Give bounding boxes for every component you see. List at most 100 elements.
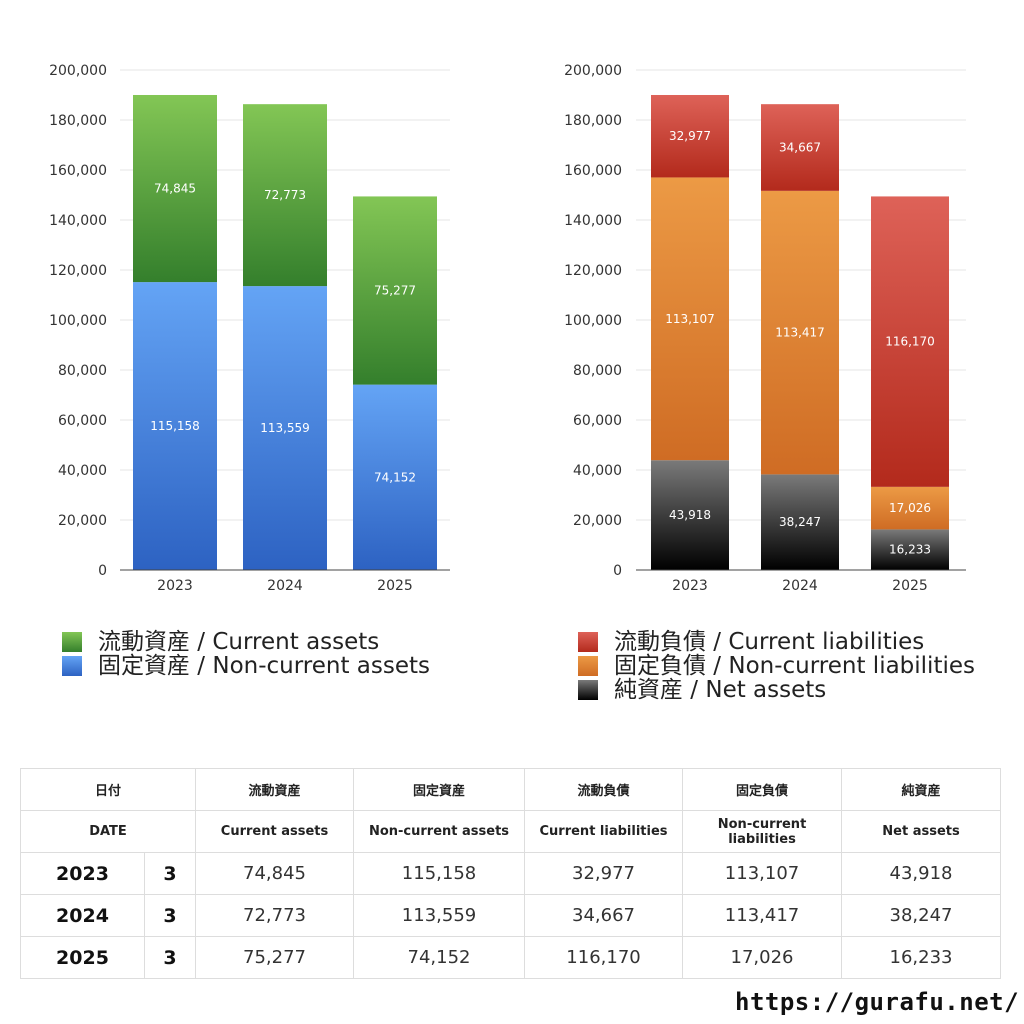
liabilities-chart: 0 20,000 40,000 60,000 80,000 100,000 120,000 1… [564, 63, 966, 594]
cell-net-assets: 38,247 [841, 894, 1002, 937]
legend-label: 固定資産 / Non-current assets [98, 653, 431, 679]
cell-current-liabilities: 116,170 [524, 936, 684, 979]
row-month: 3 [143, 894, 197, 937]
cell-net-assets: 43,918 [841, 852, 1002, 895]
legend-swatch-green [62, 632, 82, 652]
bar-segment [761, 190, 839, 475]
y-tick-label: 40,000 [573, 463, 622, 479]
header-non-current-assets-jp: 固定資産 [353, 768, 526, 811]
bar-data-label: 34,667 [779, 141, 821, 155]
bar-segment [761, 474, 839, 570]
bar-data-label: 113,559 [260, 421, 310, 435]
cell-non-current-liabilities: 113,417 [682, 894, 843, 937]
table-row: 2024 3 72,773 113,559 34,667 113,417 38,… [20, 894, 1002, 937]
bar-data-label: 38,247 [779, 515, 821, 529]
bar-data-label: 74,152 [374, 470, 416, 484]
header-non-current-liabilities-jp: 固定負債 [682, 768, 843, 811]
bar-data-label: 16,233 [889, 543, 931, 557]
y-tick-label: 60,000 [58, 413, 107, 429]
cell-current-assets: 72,773 [195, 894, 355, 937]
bar-data-label: 115,158 [150, 419, 200, 433]
y-tick-label: 200,000 [49, 63, 107, 79]
bar-segment [133, 94, 217, 283]
bar-data-label: 75,277 [374, 284, 416, 298]
assets-legend: 流動資産 / Current assets 固定資産 / Non-current… [62, 630, 430, 678]
bar-segment [651, 460, 729, 570]
legend-label: 固定負債 / Non-current liabilities [614, 653, 975, 679]
y-tick-label: 80,000 [58, 363, 107, 379]
header-current-assets-en: Current assets [195, 810, 355, 853]
row-year: 2024 [20, 894, 145, 937]
bar-segment [243, 104, 327, 287]
cell-non-current-liabilities: 113,107 [682, 852, 843, 895]
bar-segment [871, 196, 949, 487]
y-tick-label: 180,000 [564, 113, 622, 129]
bar-segment [133, 282, 217, 570]
y-tick-label: 100,000 [564, 313, 622, 329]
bar-data-label: 113,417 [775, 326, 825, 340]
header-non-current-liabilities-en: Non-current liabilities [682, 810, 843, 853]
bar-segment [353, 384, 437, 570]
x-tick-label: 2023 [672, 578, 708, 594]
legend-swatch-black [578, 680, 598, 700]
legend-swatch-red [578, 632, 598, 652]
cell-non-current-liabilities: 17,026 [682, 936, 843, 979]
table-row: 2023 3 74,845 115,158 32,977 113,107 43,… [20, 852, 1002, 895]
table-header-jp: 日付 流動資産 固定資産 流動負債 固定負債 純資産 [19, 768, 1002, 811]
liabilities-legend: 流動負債 / Current liabilities 固定負債 / Non-cu… [578, 630, 975, 702]
bar-segment [353, 196, 437, 385]
header-net-assets-en: Net assets [841, 810, 1002, 853]
table-row: 2025 3 75,277 74,152 116,170 17,026 16,2… [20, 936, 1002, 979]
y-tick-label: 140,000 [49, 213, 107, 229]
y-tick-label: 140,000 [564, 213, 622, 229]
y-tick-label: 0 [613, 563, 622, 579]
legend-item-current-liabilities: 流動負債 / Current liabilities [578, 630, 975, 654]
bar-segment [651, 177, 729, 461]
table-header-en: DATE Current assets Non-current assets C… [19, 810, 1002, 853]
row-month: 3 [143, 852, 197, 895]
y-tick-label: 120,000 [564, 263, 622, 279]
legend-swatch-blue [62, 656, 82, 676]
y-tick-label: 40,000 [58, 463, 107, 479]
cell-current-liabilities: 34,667 [524, 894, 684, 937]
row-month: 3 [143, 936, 197, 979]
header-current-liabilities-en: Current liabilities [524, 810, 684, 853]
legend-item-non-current-liabilities: 固定負債 / Non-current liabilities [578, 654, 975, 678]
x-tick-label: 2024 [782, 578, 818, 594]
header-date-jp: 日付 [19, 768, 197, 811]
header-net-assets-jp: 純資産 [841, 768, 1002, 811]
x-tick-label: 2023 [157, 578, 193, 594]
bar-segment [761, 104, 839, 191]
balance-sheet-charts: 0 20,000 40,000 60,000 80,000 100,000 120,000 1… [49, 63, 966, 594]
assets-chart: 0 20,000 40,000 60,000 80,000 100,000 120,000 1… [49, 63, 450, 594]
bar-segment [651, 94, 729, 178]
header-date-en: DATE [19, 810, 197, 853]
bar-data-label: 72,773 [264, 188, 306, 202]
cell-current-assets: 75,277 [195, 936, 355, 979]
legend-item-current-assets: 流動資産 / Current assets [62, 630, 430, 654]
source-url[interactable]: https://gurafu.net/ [735, 988, 1020, 1016]
y-tick-label: 100,000 [49, 313, 107, 329]
legend-label: 純資産 / Net assets [614, 677, 827, 703]
cell-current-liabilities: 32,977 [524, 852, 684, 895]
y-tick-label: 200,000 [564, 63, 622, 79]
bar-data-label: 17,026 [889, 501, 931, 515]
bar-data-label: 113,107 [665, 312, 715, 326]
y-tick-label: 0 [98, 563, 107, 579]
legend-item-net-assets: 純資産 / Net assets [578, 678, 975, 702]
header-current-liabilities-jp: 流動負債 [524, 768, 684, 811]
cell-non-current-assets: 74,152 [353, 936, 526, 979]
legend-item-non-current-assets: 固定資産 / Non-current assets [62, 654, 430, 678]
y-tick-label: 20,000 [573, 513, 622, 529]
bar-data-label: 116,170 [885, 335, 935, 349]
balance-sheet-table: 日付 流動資産 固定資産 流動負債 固定負債 純資産 DATE Current … [19, 768, 1002, 979]
y-tick-label: 180,000 [49, 113, 107, 129]
y-tick-label: 20,000 [58, 513, 107, 529]
y-tick-label: 80,000 [573, 363, 622, 379]
legend-label: 流動資産 / Current assets [98, 629, 380, 655]
y-tick-label: 160,000 [564, 163, 622, 179]
y-tick-label: 160,000 [49, 163, 107, 179]
x-tick-label: 2024 [267, 578, 303, 594]
row-year: 2023 [20, 852, 145, 895]
y-tick-label: 120,000 [49, 263, 107, 279]
